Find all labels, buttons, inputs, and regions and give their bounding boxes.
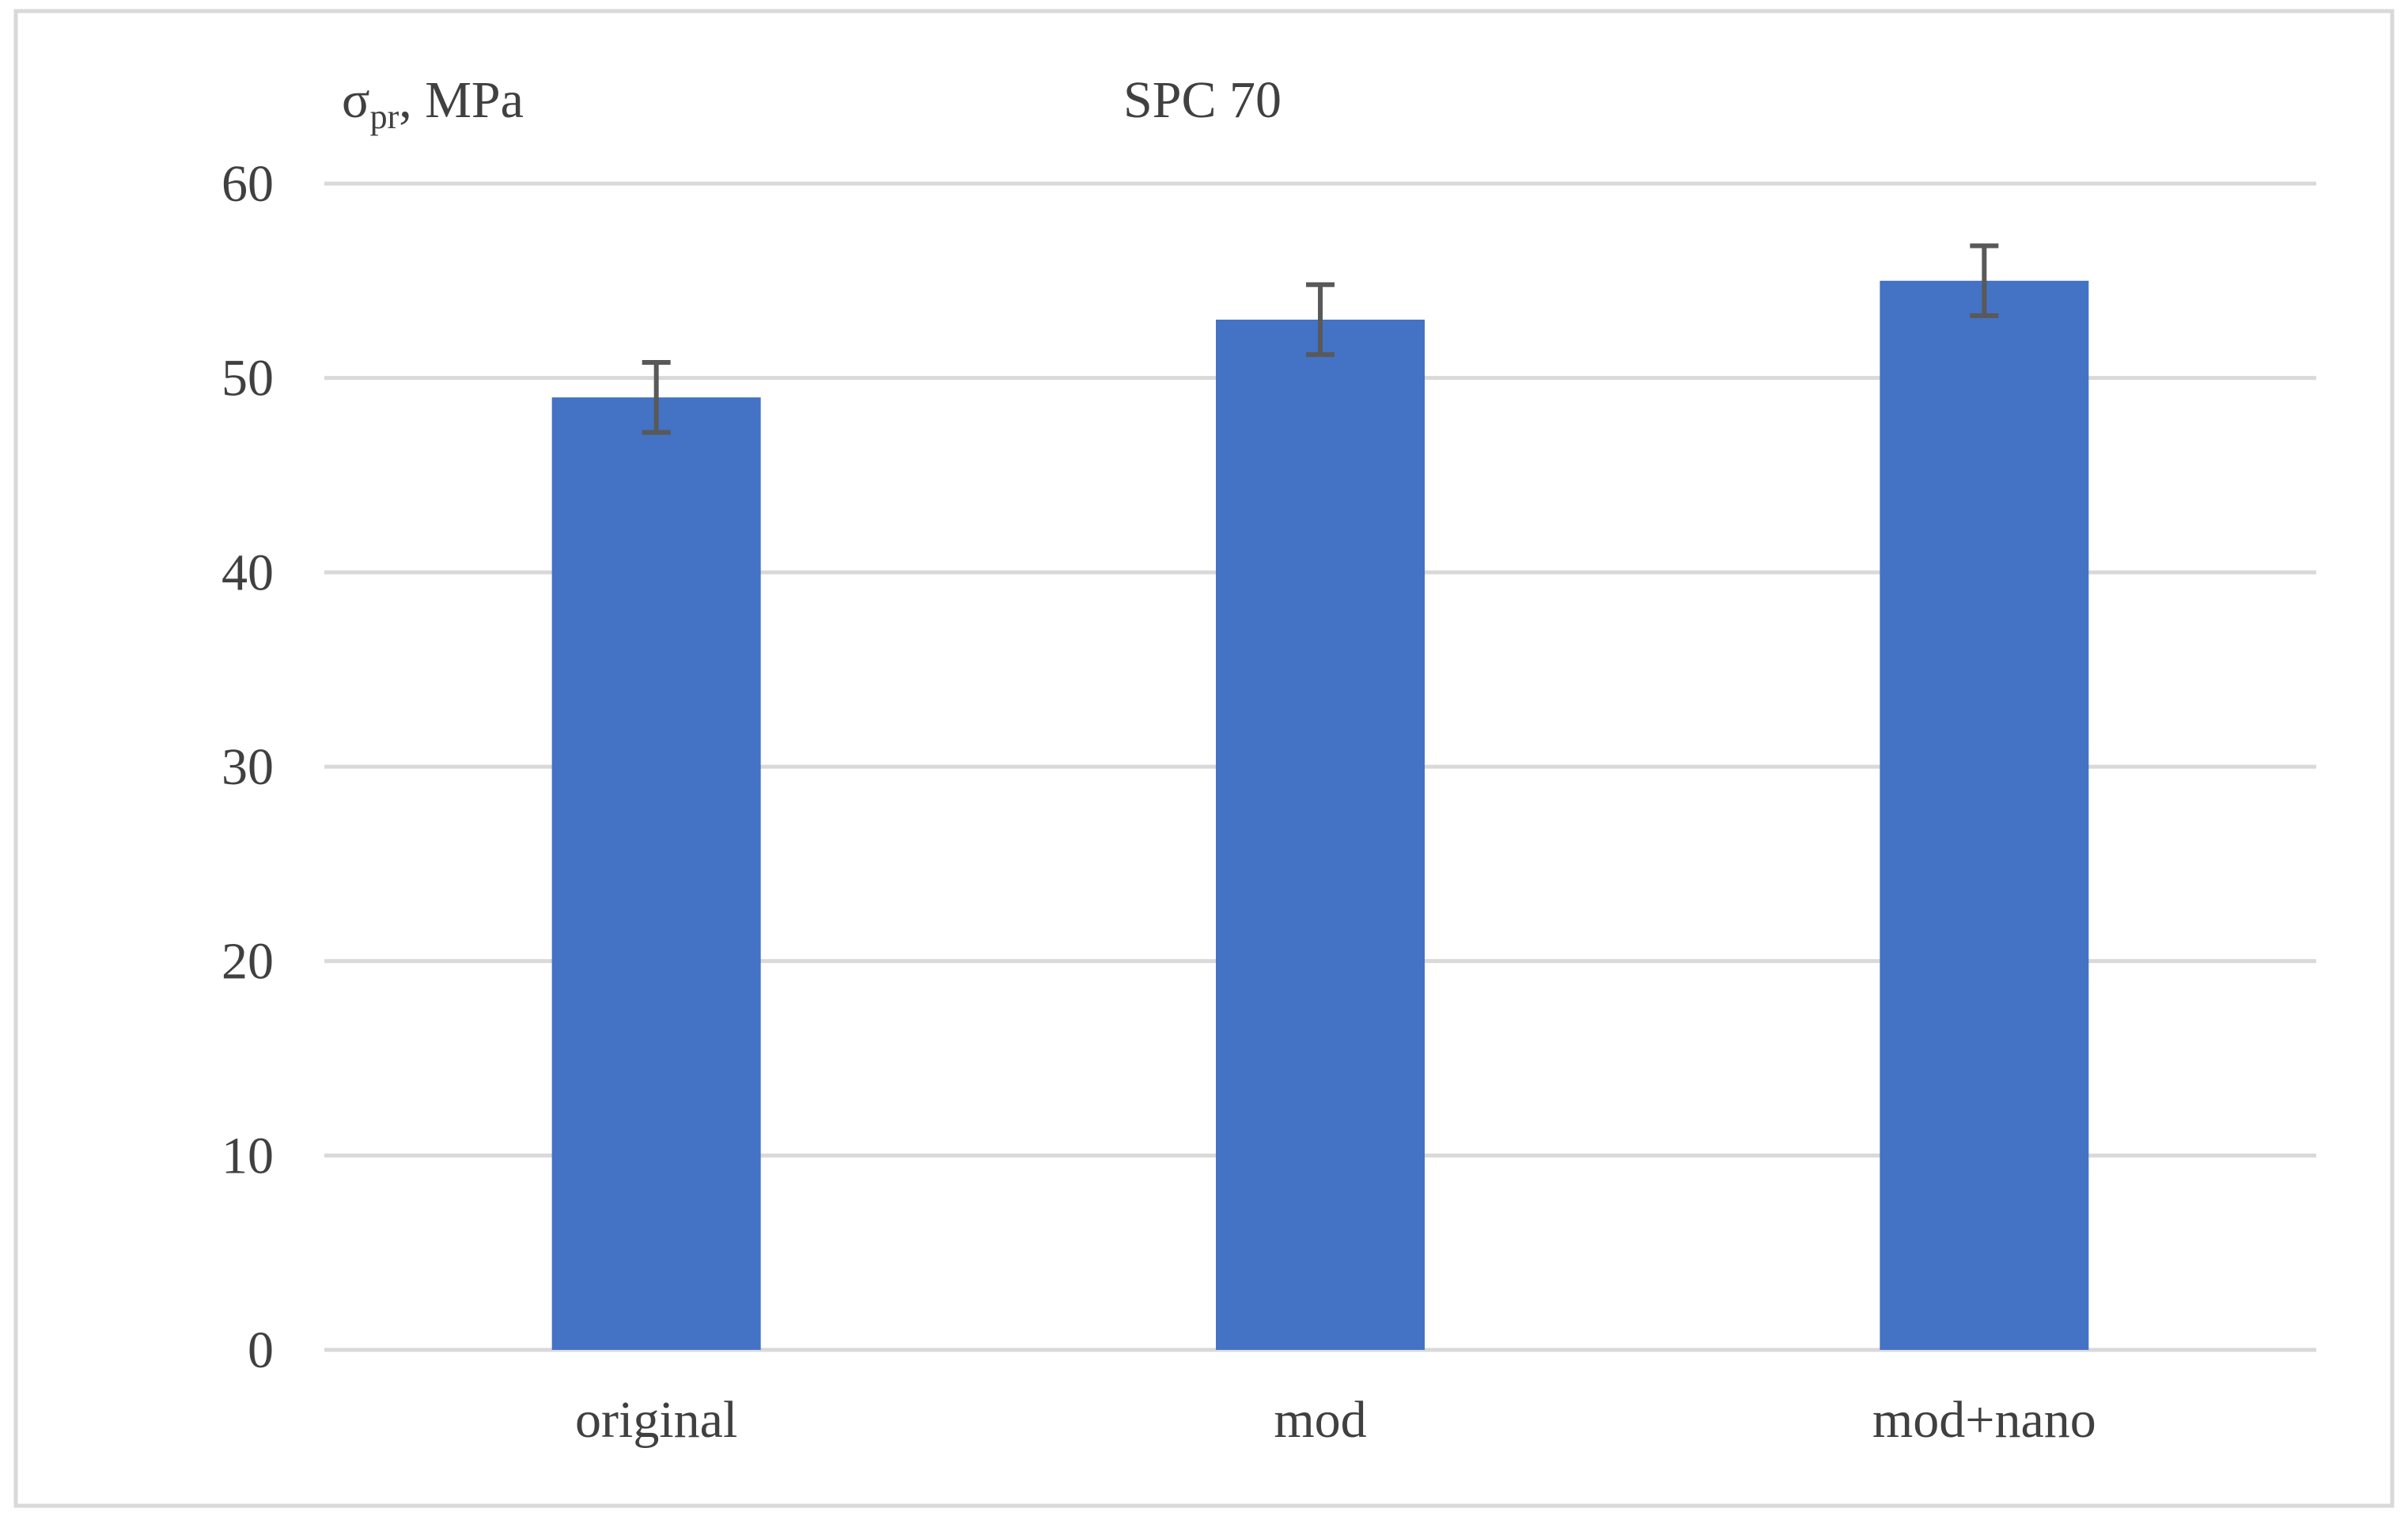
bar-original	[551, 397, 761, 1350]
error-bars	[642, 243, 1999, 435]
x-axis-categories: original mod mod+nano	[575, 1391, 2096, 1449]
bar-mod	[1216, 319, 1425, 1350]
y-tick-label: 30	[221, 738, 274, 796]
y-axis-label: σpr, MPa	[342, 71, 524, 136]
y-axis-label-unit: , MPa	[399, 71, 524, 129]
y-tick-label: 60	[221, 155, 274, 213]
bar-mod-nano	[1880, 280, 2089, 1350]
y-axis-ticks: 0 10 20 30 40 50 60	[221, 155, 274, 1379]
x-category-label: original	[575, 1391, 737, 1449]
bars	[551, 280, 2089, 1350]
chart-title: SPC 70	[1123, 71, 1282, 129]
y-axis-label-subscript: pr	[370, 97, 399, 136]
error-bar	[642, 360, 671, 435]
y-tick-label: 0	[248, 1321, 274, 1379]
x-category-label: mod	[1274, 1391, 1366, 1449]
y-tick-label: 40	[221, 544, 274, 601]
x-category-label: mod+nano	[1872, 1391, 2096, 1449]
error-bar	[1970, 243, 1999, 319]
y-tick-label: 20	[221, 933, 274, 991]
y-tick-label: 10	[221, 1127, 274, 1185]
error-bar	[1306, 282, 1335, 358]
y-axis-label-symbol: σ	[342, 71, 370, 129]
y-tick-label: 50	[221, 350, 274, 407]
